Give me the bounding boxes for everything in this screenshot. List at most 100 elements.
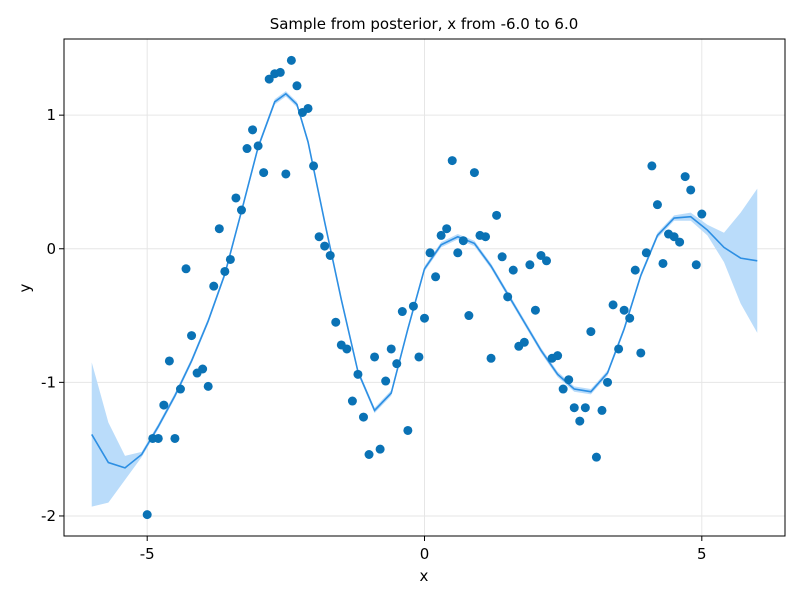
data-point (203, 381, 213, 391)
data-point (603, 377, 613, 387)
data-point (281, 169, 291, 179)
y-tick-label: 1 (46, 106, 56, 124)
data-point (686, 185, 696, 195)
data-point (586, 327, 596, 337)
data-point (181, 264, 191, 274)
data-point (591, 452, 601, 462)
data-point (170, 433, 180, 443)
data-point (248, 125, 258, 135)
data-point (364, 450, 374, 459)
data-point (220, 266, 230, 276)
data-point (314, 232, 324, 242)
x-tick-label: 5 (697, 545, 707, 563)
data-point (209, 281, 219, 291)
data-point (175, 384, 185, 394)
data-point (564, 375, 574, 385)
data-point (414, 352, 424, 362)
data-point (508, 265, 518, 275)
data-point (503, 292, 513, 302)
data-point (580, 403, 590, 413)
data-point (492, 210, 502, 220)
data-point (408, 301, 418, 311)
data-point (353, 369, 363, 379)
data-point (669, 232, 679, 242)
data-point (381, 376, 391, 386)
data-point (153, 433, 163, 443)
data-point (292, 81, 302, 91)
data-point (575, 416, 585, 426)
data-point (675, 237, 685, 247)
data-point (680, 172, 690, 182)
data-point (569, 403, 579, 413)
data-point (142, 510, 152, 520)
data-point (397, 307, 407, 317)
data-point (286, 55, 296, 65)
data-point (320, 241, 330, 251)
grid-lines (64, 39, 785, 536)
data-point (658, 258, 668, 268)
data-point (436, 230, 446, 240)
data-point (697, 209, 707, 219)
data-point (641, 248, 651, 258)
data-point (442, 224, 452, 234)
data-point (625, 313, 635, 323)
data-point (253, 141, 263, 151)
data-point (497, 252, 507, 262)
data-point (242, 144, 252, 154)
data-point (647, 161, 657, 171)
data-point (425, 248, 435, 258)
data-point (691, 260, 701, 270)
x-tick-label: -5 (140, 545, 155, 563)
y-tick-label: -1 (41, 373, 56, 391)
y-tick-label: 0 (46, 240, 56, 258)
data-point (597, 405, 607, 415)
data-point (608, 300, 618, 310)
data-point (486, 353, 496, 363)
data-point (464, 311, 474, 321)
data-point (225, 254, 235, 264)
data-point (159, 400, 169, 410)
data-point (392, 359, 402, 369)
y-axis-label: y (16, 283, 34, 292)
data-point (447, 156, 457, 166)
mean-line-layer (91, 92, 758, 469)
data-point (614, 344, 624, 354)
data-point (431, 272, 441, 282)
data-point (358, 412, 368, 422)
data-point (530, 305, 540, 315)
data-point (375, 444, 385, 454)
data-point (420, 313, 429, 323)
data-point (469, 168, 479, 178)
x-axis-label: x (420, 567, 429, 585)
x-tick-label: 0 (420, 545, 430, 563)
data-point (403, 425, 413, 435)
data-point (553, 351, 563, 361)
data-point (259, 168, 269, 178)
data-point (214, 224, 224, 234)
data-point (558, 384, 568, 394)
data-point (536, 250, 546, 260)
data-point (347, 396, 357, 406)
data-point (303, 103, 313, 113)
mean-line (91, 92, 758, 469)
data-point (481, 232, 491, 242)
chart-title: Sample from posterior, x from -6.0 to 6.… (270, 15, 579, 33)
data-point (331, 317, 341, 327)
data-point (164, 356, 174, 366)
data-point (236, 205, 246, 215)
data-point (264, 74, 274, 84)
data-point (458, 236, 468, 246)
data-point (198, 364, 208, 374)
data-point (453, 248, 463, 258)
axis-ticks: -5 0 5 -2 -1 0 1 (41, 106, 707, 563)
data-points-layer (142, 55, 707, 520)
data-point (187, 331, 197, 341)
data-point (231, 193, 241, 203)
data-point (630, 265, 640, 275)
data-point (619, 305, 629, 315)
data-point (525, 260, 535, 270)
y-tick-label: -2 (41, 507, 56, 525)
data-point (325, 250, 335, 260)
